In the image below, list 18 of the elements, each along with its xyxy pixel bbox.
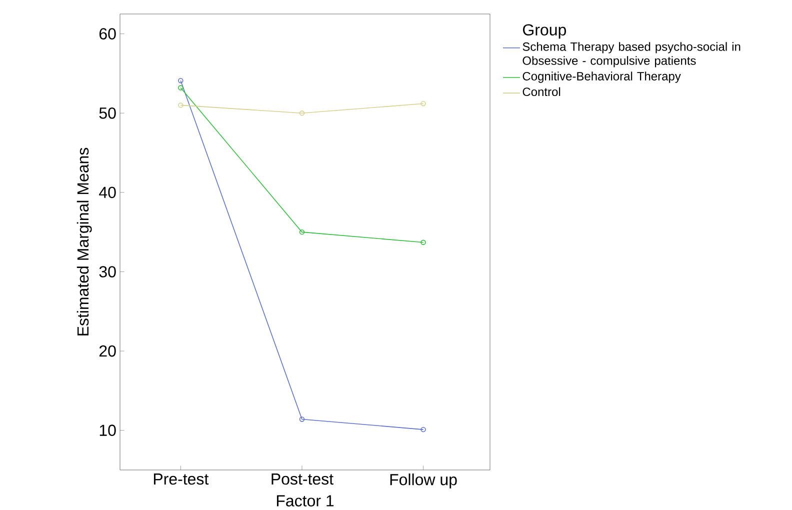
point [299, 229, 305, 235]
point [299, 416, 305, 422]
y-tick-label: 30 [99, 266, 116, 278]
legend-label: Control [522, 87, 560, 96]
y-tick-label: 10 [100, 424, 116, 436]
point [299, 110, 305, 116]
x-tick-label: Post-test [272, 474, 334, 485]
y-tick-label: 40 [99, 186, 116, 198]
y-axis-title: Estimated Marginal Means [76, 148, 92, 336]
x-tick-label: Pre-test [154, 474, 209, 485]
y-tick-label: 60 [99, 28, 116, 40]
legend-label: Schema Therapy based psycho-social in Obsessive - compulsive patients [522, 42, 740, 68]
y-tick-label: 20 [99, 345, 116, 357]
x-axis-title: Factor 1 [276, 495, 334, 506]
legend-title: Group [523, 24, 566, 39]
legend-label: Cognitive-Behavioral Therapy [522, 72, 681, 83]
y-tick-label: 50 [99, 107, 116, 119]
x-tick-label: Follow up [390, 474, 457, 488]
